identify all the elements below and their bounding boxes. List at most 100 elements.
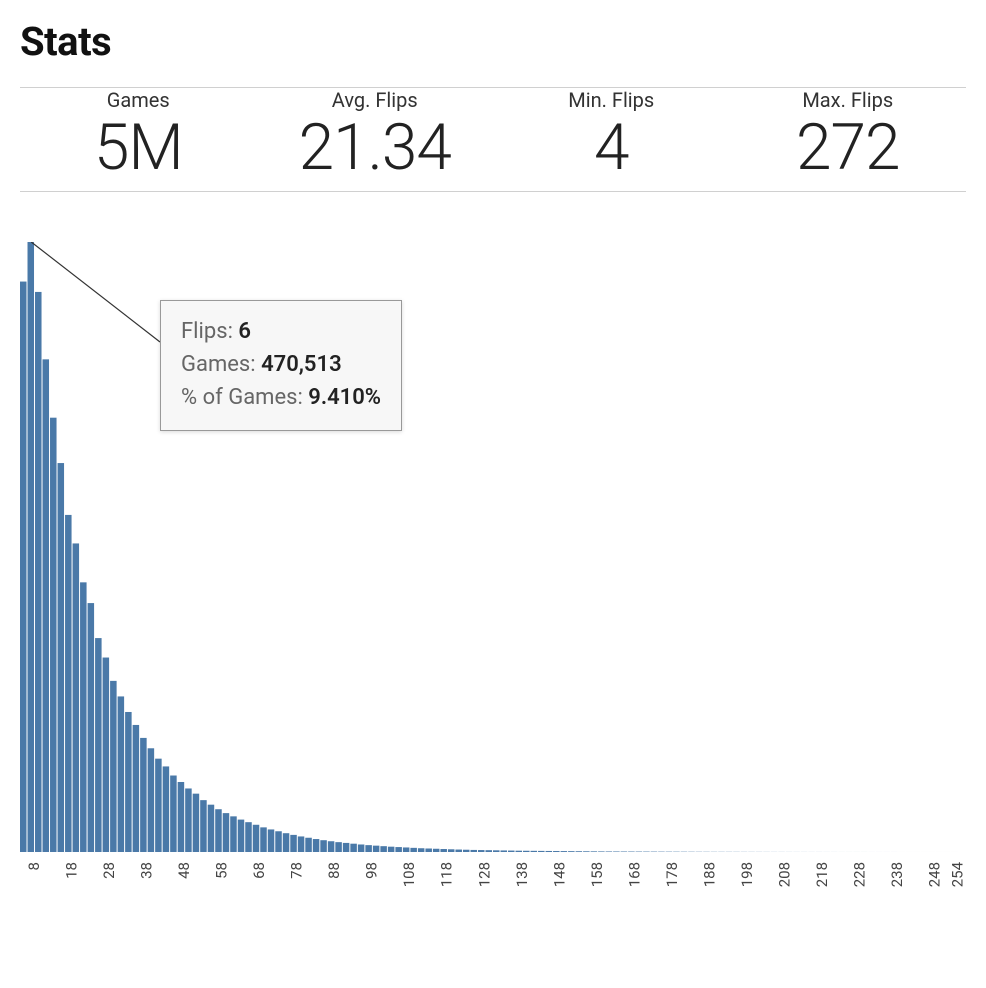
histogram-bar[interactable]: [485, 850, 492, 852]
histogram-bar[interactable]: [58, 463, 65, 852]
histogram-bar[interactable]: [43, 360, 50, 853]
histogram-bar[interactable]: [425, 849, 432, 853]
histogram-bar[interactable]: [260, 828, 267, 853]
histogram-bar[interactable]: [440, 849, 447, 852]
histogram-bar[interactable]: [395, 847, 402, 852]
histogram-bar[interactable]: [328, 841, 335, 852]
histogram-bar[interactable]: [215, 809, 222, 852]
histogram-bar[interactable]: [118, 697, 125, 853]
histogram-bar[interactable]: [538, 851, 545, 852]
histogram-bar[interactable]: [463, 850, 470, 852]
stat-min-flips: Min. Flips 4: [493, 88, 730, 191]
histogram-bar[interactable]: [320, 840, 327, 852]
histogram-bar[interactable]: [140, 738, 147, 852]
histogram-bar[interactable]: [380, 846, 387, 852]
histogram-bar[interactable]: [561, 851, 568, 852]
histogram-bar[interactable]: [516, 851, 523, 852]
histogram-bar[interactable]: [598, 852, 605, 853]
tooltip-row-value: 6: [238, 319, 251, 344]
page-title: Stats: [20, 18, 966, 65]
x-tick-label: 248: [926, 862, 944, 887]
histogram-bar[interactable]: [358, 845, 365, 853]
stat-max-flips-label: Max. Flips: [796, 88, 899, 112]
histogram-bar[interactable]: [253, 825, 260, 852]
histogram-bar[interactable]: [170, 776, 177, 852]
histogram-bar[interactable]: [576, 851, 583, 852]
tooltip-row: Games: 470,513: [181, 348, 381, 381]
histogram-bar[interactable]: [208, 805, 215, 852]
x-tick-label: 18: [62, 862, 80, 879]
histogram-bar[interactable]: [455, 850, 462, 852]
histogram-bar[interactable]: [523, 851, 530, 852]
histogram-bar[interactable]: [290, 835, 297, 852]
histogram-bar[interactable]: [478, 850, 485, 852]
histogram-bar[interactable]: [110, 681, 117, 852]
histogram-bar[interactable]: [65, 515, 72, 852]
x-tick-label: 238: [888, 862, 906, 887]
histogram-bar[interactable]: [546, 851, 553, 852]
histogram-bar[interactable]: [335, 842, 342, 852]
histogram-bar[interactable]: [553, 851, 560, 852]
histogram-bar[interactable]: [88, 603, 95, 852]
histogram-bar[interactable]: [470, 850, 477, 852]
histogram-bar[interactable]: [125, 712, 132, 852]
histogram-bar[interactable]: [238, 820, 245, 852]
histogram-bar[interactable]: [343, 843, 350, 852]
histogram-bar[interactable]: [230, 817, 237, 853]
histogram-bar[interactable]: [418, 848, 425, 852]
histogram-bar[interactable]: [193, 794, 200, 852]
stat-games-value: 5M: [20, 114, 257, 181]
histogram-bar[interactable]: [501, 851, 508, 853]
histogram-bar[interactable]: [373, 846, 380, 852]
histogram-bar[interactable]: [95, 638, 102, 852]
histogram-bar[interactable]: [606, 852, 613, 853]
histogram-bar[interactable]: [200, 800, 207, 852]
histogram-bar[interactable]: [163, 767, 170, 853]
histogram-bar[interactable]: [133, 725, 140, 852]
stat-min-flips-value: 4: [493, 114, 730, 181]
histogram-bar[interactable]: [403, 848, 410, 853]
histogram-bar[interactable]: [268, 830, 275, 853]
tooltip-row: Flips: 6: [181, 315, 381, 348]
histogram-bar[interactable]: [245, 822, 252, 852]
histogram-bar[interactable]: [185, 789, 192, 853]
histogram-bar[interactable]: [283, 833, 290, 852]
histogram-area: 8182838485868788898108118128138148158168…: [20, 242, 966, 942]
histogram-bar[interactable]: [103, 658, 110, 852]
histogram-bar[interactable]: [298, 837, 305, 853]
histogram-bar[interactable]: [50, 418, 57, 852]
x-tick-label: 138: [513, 862, 531, 887]
histogram-bar[interactable]: [583, 851, 590, 852]
tooltip-row-label: % of Games:: [181, 385, 308, 410]
x-tick-label: 28: [100, 862, 118, 879]
histogram-bar[interactable]: [493, 850, 500, 852]
histogram-bar[interactable]: [305, 838, 312, 852]
x-tick-label: 188: [700, 862, 718, 887]
histogram-bar[interactable]: [28, 242, 35, 852]
histogram-bar[interactable]: [365, 845, 372, 852]
histogram-bar[interactable]: [531, 851, 538, 852]
histogram-bar[interactable]: [448, 849, 455, 852]
x-tick-label: 148: [550, 862, 568, 887]
histogram-bar[interactable]: [410, 848, 417, 852]
tooltip-row: % of Games: 9.410%: [181, 381, 381, 414]
stat-avg-flips-label: Avg. Flips: [326, 88, 424, 112]
histogram-bar[interactable]: [433, 849, 440, 852]
histogram-bar[interactable]: [155, 759, 162, 852]
histogram-bar[interactable]: [223, 813, 230, 852]
histogram-bar[interactable]: [73, 544, 80, 853]
histogram-bar[interactable]: [508, 851, 515, 852]
histogram-bar[interactable]: [591, 852, 598, 853]
histogram-bar[interactable]: [178, 782, 185, 852]
histogram-bar[interactable]: [613, 852, 620, 853]
histogram-bar[interactable]: [275, 831, 282, 852]
tooltip-row-value: 9.410%: [308, 385, 381, 410]
histogram-bar[interactable]: [80, 583, 87, 853]
histogram-bar[interactable]: [388, 847, 395, 852]
histogram-bar[interactable]: [313, 839, 320, 852]
histogram-bar[interactable]: [568, 851, 575, 852]
histogram-bar[interactable]: [35, 292, 42, 852]
histogram-bar[interactable]: [20, 282, 27, 852]
histogram-bar[interactable]: [350, 844, 357, 852]
histogram-bar[interactable]: [148, 748, 155, 852]
